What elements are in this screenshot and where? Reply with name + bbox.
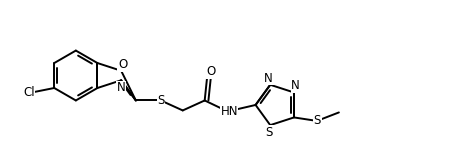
Text: S: S: [157, 94, 164, 107]
Text: S: S: [314, 114, 321, 127]
Text: O: O: [207, 65, 216, 78]
Text: HN: HN: [220, 105, 238, 118]
Text: N: N: [117, 81, 126, 94]
Text: O: O: [118, 58, 128, 71]
Text: Cl: Cl: [23, 86, 35, 99]
Text: N: N: [291, 80, 300, 92]
Text: N: N: [264, 72, 273, 85]
Text: S: S: [265, 126, 273, 139]
